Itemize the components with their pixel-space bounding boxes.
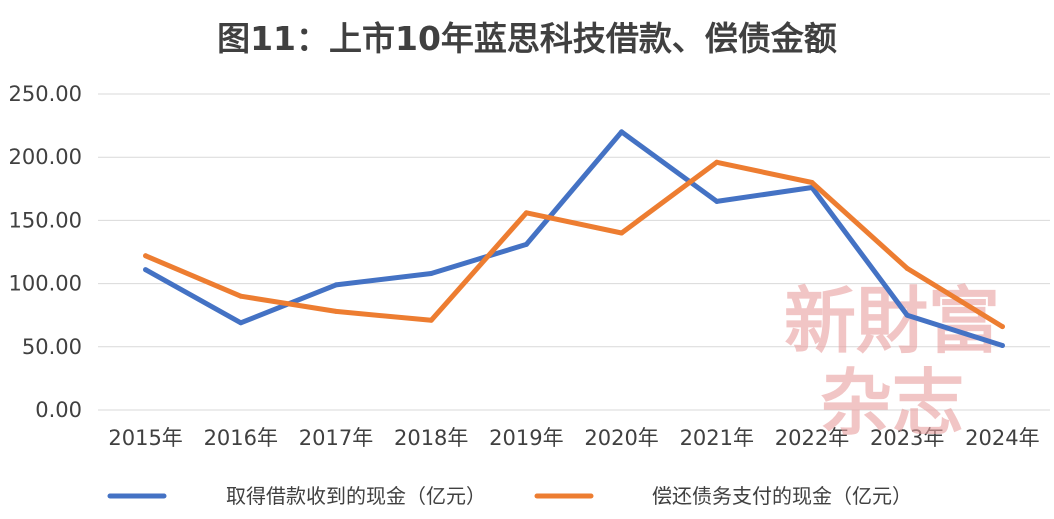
x-tick-label: 2021年	[680, 426, 754, 450]
gridlines	[98, 93, 1050, 411]
x-tick-label: 2020年	[584, 426, 658, 450]
y-tick-label: 50.00	[22, 335, 82, 359]
data-point	[523, 210, 529, 216]
data-point	[523, 241, 529, 247]
data-point	[904, 265, 910, 271]
x-tick-label: 2019年	[489, 426, 563, 450]
data-point	[143, 267, 149, 273]
x-tick-label: 2022年	[775, 426, 849, 450]
legend: 取得借款收到的现金（亿元） 偿还债务支付的现金（亿元）	[107, 484, 912, 508]
data-point	[999, 343, 1005, 349]
x-tick-label: 2015年	[108, 426, 182, 450]
data-point	[428, 270, 434, 276]
data-point	[619, 230, 625, 236]
x-axis-ticks: 2015年 2016年 2017年 2018年 2019年 2020年 2021年 2022年…	[108, 426, 1039, 450]
x-tick-label: 2017年	[299, 426, 373, 450]
series-lines	[143, 129, 1005, 349]
legend-label-borrowing: 取得借款收到的现金（亿元）	[226, 484, 486, 508]
y-tick-label: 150.00	[9, 208, 82, 232]
y-axis-ticks: 0.00 50.00 100.00 150.00 200.00 250.00	[9, 82, 82, 422]
watermark-line2: 杂志	[820, 360, 964, 445]
data-point	[904, 312, 910, 318]
y-tick-label: 250.00	[9, 82, 82, 106]
data-point	[714, 159, 720, 165]
data-point	[809, 179, 815, 185]
y-tick-label: 200.00	[9, 145, 82, 169]
y-tick-label: 100.00	[9, 272, 82, 296]
y-tick-label: 0.00	[35, 398, 82, 422]
data-point	[619, 129, 625, 135]
x-tick-label: 2024年	[965, 426, 1039, 450]
data-point	[333, 282, 339, 288]
data-point	[999, 324, 1005, 330]
data-point	[238, 320, 244, 326]
x-tick-label: 2016年	[204, 426, 278, 450]
data-point	[428, 317, 434, 323]
data-point	[143, 253, 149, 259]
data-point	[714, 198, 720, 204]
legend-label-repayment: 偿还债务支付的现金（亿元）	[652, 484, 912, 508]
x-tick-label: 2018年	[394, 426, 468, 450]
data-point	[238, 293, 244, 299]
data-point	[333, 308, 339, 314]
series-line-1	[143, 159, 1005, 330]
chart-title: 图11：上市10年蓝思科技借款、偿债金额	[217, 19, 837, 58]
x-tick-label: 2023年	[870, 426, 944, 450]
